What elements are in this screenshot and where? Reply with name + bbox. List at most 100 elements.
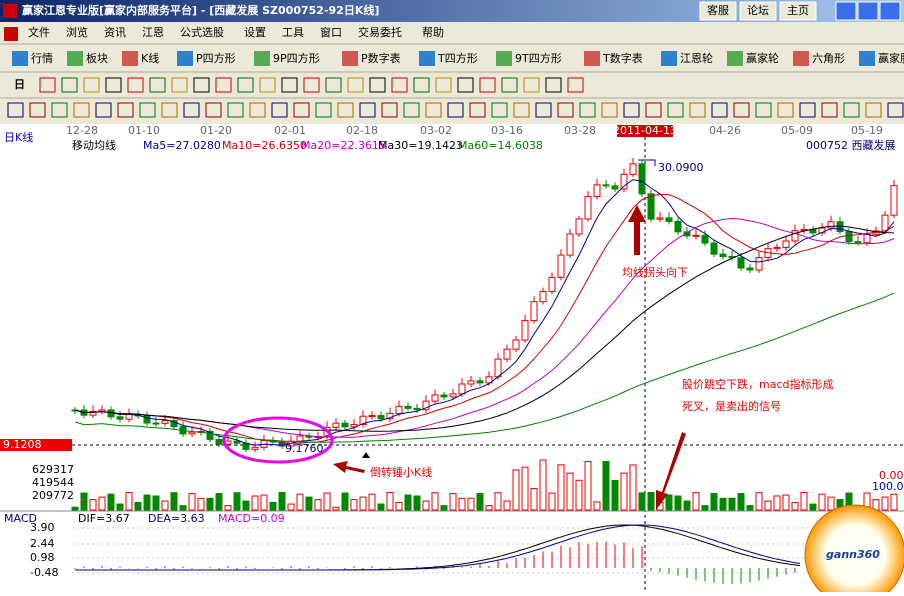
tool-icon[interactable] (249, 102, 266, 118)
menu-item[interactable]: 江恩 (142, 26, 164, 39)
menu-item[interactable]: 交易委托 (358, 25, 402, 39)
tool-icon[interactable] (227, 102, 244, 118)
tool-icon[interactable] (479, 77, 496, 93)
tool-icon[interactable] (523, 77, 540, 93)
tool-icon[interactable] (447, 102, 464, 118)
tool-icon[interactable] (601, 102, 618, 118)
tool-icon[interactable] (843, 102, 860, 118)
tool-icon[interactable] (711, 102, 728, 118)
tool-icon[interactable] (865, 102, 882, 118)
title-button[interactable] (779, 1, 817, 21)
tool-icon[interactable] (281, 77, 298, 93)
tool-icon[interactable] (315, 102, 332, 118)
toolbar-label[interactable]: P数字表 (361, 51, 401, 65)
menu-item[interactable]: 帮助 (422, 25, 444, 39)
title-button-label[interactable]: 客服 (707, 3, 729, 17)
tool-icon[interactable] (215, 77, 232, 93)
toolbar-icon[interactable] (419, 51, 435, 66)
toolbar-icon[interactable] (727, 51, 743, 66)
tool-icon[interactable] (545, 77, 562, 93)
tool-icon[interactable] (403, 102, 420, 118)
tool-icon[interactable] (535, 102, 552, 118)
toolbar-label[interactable]: T四方形 (437, 51, 478, 65)
tool-icon[interactable] (73, 102, 90, 118)
tool-icon[interactable] (271, 102, 288, 118)
tool-icon[interactable] (887, 102, 904, 118)
tool-icon[interactable] (39, 77, 56, 93)
tool-icon[interactable] (491, 102, 508, 118)
period-button[interactable]: 日 (14, 78, 25, 91)
toolbar-label[interactable]: 行情 (31, 52, 53, 65)
menu-item[interactable]: 浏览 (66, 25, 88, 39)
tool-icon[interactable] (501, 77, 518, 93)
tool-icon[interactable] (645, 102, 662, 118)
tool-icon[interactable] (369, 77, 386, 93)
tool-icon[interactable] (337, 102, 354, 118)
toolbar-icon[interactable] (584, 51, 600, 66)
title-button[interactable] (739, 1, 777, 21)
toolbar-icon[interactable] (254, 51, 270, 66)
tool-icon[interactable] (667, 102, 684, 118)
tool-icon[interactable] (733, 102, 750, 118)
title-button-label[interactable]: 主页 (787, 4, 809, 17)
tool-icon[interactable] (391, 77, 408, 93)
menu-item[interactable]: 文件 (28, 25, 50, 39)
tool-icon[interactable] (293, 102, 310, 118)
toolbar-label[interactable]: 板块 (86, 51, 108, 65)
tool-icon[interactable] (183, 102, 200, 118)
tool-icon[interactable] (205, 102, 222, 118)
tool-icon[interactable] (325, 77, 342, 93)
tool-icon[interactable] (117, 102, 134, 118)
toolbar-icon[interactable] (661, 51, 677, 66)
tool-icon[interactable] (193, 77, 210, 93)
tool-icon[interactable] (425, 102, 442, 118)
tool-icon[interactable] (95, 102, 112, 118)
toolbar-label[interactable]: 赢家轮 (746, 51, 779, 65)
toolbar-icon[interactable] (67, 51, 83, 66)
tool-icon[interactable] (29, 102, 46, 118)
toolbar-label[interactable]: 江恩轮 (680, 51, 713, 65)
toolbar-label[interactable]: 赢家服务 (878, 51, 904, 65)
tool-icon[interactable] (689, 102, 706, 118)
menu-item[interactable]: 设置 (244, 26, 266, 39)
tool-icon[interactable] (139, 102, 156, 118)
toolbar-icon[interactable] (342, 51, 358, 66)
toolbar-label[interactable]: T数字表 (602, 51, 643, 65)
tool-icon[interactable] (457, 77, 474, 93)
toolbar-label[interactable]: P四方形 (196, 51, 236, 65)
menu-item[interactable]: 工具 (282, 26, 304, 39)
menu-item[interactable]: 窗口 (320, 25, 342, 39)
toolbar-label[interactable]: 9T四方形 (515, 51, 562, 65)
tool-icon[interactable] (61, 77, 78, 93)
window-control[interactable] (879, 1, 901, 21)
toolbar-icon[interactable] (12, 51, 28, 66)
tool-icon[interactable] (161, 102, 178, 118)
menu-item[interactable]: 资讯 (104, 26, 126, 39)
tool-icon[interactable] (513, 102, 530, 118)
tool-icon[interactable] (381, 102, 398, 118)
toolbar-icon[interactable] (177, 51, 193, 66)
tool-icon[interactable] (755, 102, 772, 118)
title-button[interactable] (699, 1, 737, 21)
tool-icon[interactable] (469, 102, 486, 118)
toolbar-icon[interactable] (496, 51, 512, 66)
title-button-label[interactable]: 论坛 (747, 3, 769, 17)
tool-icon[interactable] (51, 102, 68, 118)
toolbar-label[interactable]: K线 (141, 51, 159, 65)
toolbar-icon[interactable] (793, 51, 809, 66)
tool-icon[interactable] (821, 102, 838, 118)
tool-icon[interactable] (557, 102, 574, 118)
toolbar-icon[interactable] (859, 51, 875, 66)
tool-icon[interactable] (105, 77, 122, 93)
tool-icon[interactable] (7, 102, 24, 118)
window-control[interactable] (835, 1, 857, 21)
tool-icon[interactable] (623, 102, 640, 118)
toolbar-label[interactable]: 9P四方形 (273, 51, 320, 65)
tool-icon[interactable] (171, 77, 188, 93)
toolbar-icon[interactable] (122, 51, 138, 66)
tool-icon[interactable] (347, 77, 364, 93)
window-control[interactable] (857, 1, 879, 21)
tool-icon[interactable] (579, 102, 596, 118)
toolbar-label[interactable]: 六角形 (812, 52, 845, 65)
tool-icon[interactable] (413, 77, 430, 93)
